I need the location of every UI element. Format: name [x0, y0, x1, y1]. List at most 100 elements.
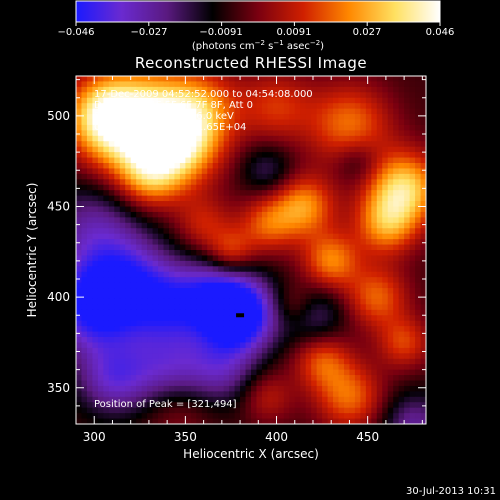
heatmap-cell [229, 114, 236, 121]
heatmap-cell [305, 255, 312, 262]
heatmap-cell [174, 266, 181, 273]
heatmap-cell [371, 179, 378, 186]
colorbar-ticks [75, 22, 441, 26]
heatmap-cell [311, 266, 318, 273]
heatmap-cell [382, 173, 389, 180]
heatmap-cell [147, 407, 154, 414]
heatmap-cell [305, 201, 312, 208]
heatmap-cell [207, 260, 214, 267]
heatmap-cell [240, 304, 247, 311]
heatmap-cell [240, 141, 247, 148]
heatmap-cell [196, 288, 203, 295]
heatmap-cell [136, 130, 143, 137]
heatmap-cell [76, 364, 83, 371]
heatmap-cell [201, 211, 208, 218]
heatmap-cell [371, 211, 378, 218]
heatmap-cell [119, 358, 126, 365]
heatmap-cell [404, 108, 411, 115]
heatmap-cell [76, 353, 83, 360]
heatmap-cell [267, 385, 274, 392]
heatmap-cell [158, 206, 165, 213]
heatmap-cell [404, 244, 411, 251]
heatmap-cell [103, 103, 110, 110]
heatmap-cell [343, 293, 351, 300]
heatmap-cell [261, 277, 269, 284]
heatmap-cell [81, 418, 88, 424]
heatmap-cell [311, 179, 318, 186]
heatmap-cell [300, 385, 307, 392]
heatmap-cell [179, 239, 186, 246]
heatmap-cell [251, 179, 258, 186]
heatmap-cell [322, 320, 329, 327]
heatmap-cell [119, 418, 126, 424]
heatmap-cell [365, 119, 372, 126]
heatmap-cell [278, 239, 285, 246]
heatmap-cell [185, 277, 192, 284]
heatmap-cell [97, 331, 104, 338]
heatmap-cell [223, 130, 230, 137]
heatmap-cell [289, 217, 296, 224]
heatmap-cell [103, 124, 110, 131]
heatmap-cell [311, 282, 318, 289]
heatmap-cell [415, 119, 422, 126]
heatmap-cell [190, 201, 197, 208]
heatmap-cell [190, 152, 197, 159]
heatmap-cell [163, 342, 170, 349]
heatmap-cell [382, 337, 389, 344]
heatmap-cell [415, 217, 422, 224]
heatmap-cell [152, 211, 159, 218]
heatmap-cell [398, 173, 405, 180]
heatmap-cell [158, 347, 165, 354]
heatmap-cell [261, 282, 269, 289]
heatmap-cell [179, 201, 186, 208]
heatmap-cell [294, 141, 301, 148]
heatmap-cell [316, 222, 323, 229]
heatmap-cell [234, 260, 241, 267]
heatmap-cell [398, 108, 405, 115]
heatmap-cell [218, 407, 225, 414]
heatmap-cell [272, 211, 279, 218]
heatmap-cell [245, 402, 252, 409]
heatmap-cell [338, 293, 345, 300]
heatmap-cell [338, 271, 345, 278]
heatmap-cell [311, 86, 318, 93]
heatmap-cell [158, 255, 165, 262]
heatmap-cell [141, 157, 148, 164]
heatmap-cell [251, 320, 258, 327]
heatmap-cell [108, 222, 115, 229]
heatmap-cell [190, 206, 197, 213]
heatmap-cell [92, 124, 99, 131]
heatmap-cell [283, 255, 290, 262]
heatmap-cell [147, 385, 154, 392]
heatmap-cell [409, 320, 416, 327]
heatmap-cell [354, 168, 361, 175]
heatmap-cell [114, 304, 121, 311]
heatmap-cell [147, 331, 154, 338]
heatmap-cell [190, 76, 197, 83]
heatmap-cell [103, 413, 110, 420]
heatmap-cell [409, 396, 416, 403]
heatmap-cell [387, 124, 394, 131]
heatmap-cell [333, 271, 340, 278]
heatmap-cell [229, 157, 236, 164]
heatmap-cell [305, 413, 312, 420]
heatmap-cell [207, 76, 214, 83]
heatmap-cell [376, 103, 383, 110]
heatmap-cell [168, 152, 176, 159]
heatmap-cell [316, 375, 323, 382]
heatmap-cell [108, 260, 115, 267]
heatmap-cell [333, 353, 340, 360]
heatmap-cell [393, 396, 400, 403]
heatmap-cell [289, 130, 296, 137]
heatmap-cell [147, 271, 154, 278]
heatmap-cell [223, 114, 230, 121]
heatmap-cell [338, 380, 345, 387]
heatmap-cell [245, 413, 252, 420]
heatmap-cell [136, 326, 143, 333]
heatmap-cell [261, 130, 269, 137]
heatmap-cell [360, 255, 367, 262]
heatmap-cell [185, 391, 192, 398]
heatmap-cell [360, 353, 367, 360]
heatmap-cell [201, 103, 208, 110]
heatmap-cell [76, 130, 83, 137]
